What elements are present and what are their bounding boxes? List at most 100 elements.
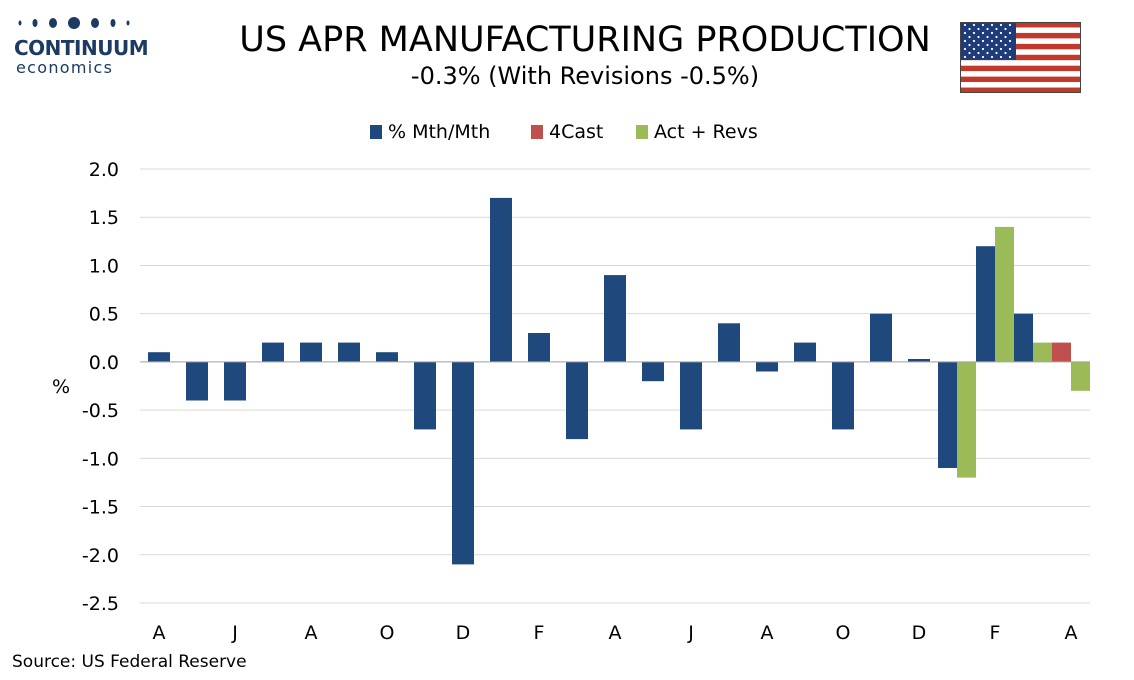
- flag-star: [977, 51, 980, 55]
- y-tick-label: -1.0: [82, 448, 119, 470]
- y-tick-label: 1.0: [89, 255, 119, 277]
- bar-mth: [300, 342, 322, 362]
- flag-star: [990, 55, 994, 59]
- flag-star: [1004, 35, 1007, 39]
- x-tick-label: J: [687, 622, 694, 644]
- bar-mth: [566, 361, 588, 440]
- bar-mth: [1014, 313, 1033, 362]
- bar-mth: [376, 352, 398, 362]
- flag-star: [1008, 47, 1012, 51]
- x-tick-label: A: [305, 622, 318, 644]
- legend-swatch: [531, 125, 543, 139]
- logo-wordmark: CONTINUUM: [14, 36, 149, 60]
- flag-stripe: [960, 49, 1081, 55]
- flag-star: [1004, 51, 1007, 55]
- flag-stripe: [960, 43, 1081, 50]
- flag-stripe: [960, 65, 1081, 72]
- flag-stripe: [960, 76, 1081, 83]
- flag-star: [968, 51, 971, 55]
- logo-subtitle: economics: [16, 58, 114, 77]
- flag-star: [963, 31, 967, 35]
- flag-star: [990, 23, 994, 27]
- x-tick-label: A: [1065, 622, 1078, 644]
- flag-star: [977, 27, 980, 31]
- bar-mth: [148, 352, 170, 362]
- flag-stripe: [960, 54, 1081, 61]
- flag-star: [972, 39, 976, 43]
- flag-star: [995, 27, 998, 31]
- flag-star: [1004, 43, 1007, 47]
- flag-stripe: [960, 32, 1081, 39]
- bar-4cast: [1052, 342, 1071, 362]
- flag-star: [995, 35, 998, 39]
- y-axis-ticks: 2.0 1.5 1.0 0.5 0.0 -0.5 -1.0 -1.5 -2.0 -2.5: [82, 159, 119, 615]
- flag-star: [999, 23, 1003, 27]
- source-note: Source: US Federal Reserve: [12, 652, 247, 672]
- flag-star: [963, 39, 967, 43]
- y-tick-label: 0.0: [89, 352, 119, 374]
- y-axis-label: %: [52, 376, 70, 398]
- bar-mth: [452, 361, 474, 565]
- x-tick-label: F: [990, 622, 1001, 644]
- flag-star: [1008, 55, 1012, 59]
- bar-mth: [718, 323, 740, 362]
- flag-star: [999, 55, 1003, 59]
- y-tick-label: -0.5: [82, 400, 119, 422]
- legend: % Mth/Mth 4Cast Act + Revs: [370, 121, 758, 143]
- bar-mth: [976, 246, 995, 362]
- flag-stripe: [960, 60, 1081, 66]
- flag-star: [986, 27, 989, 31]
- y-tick-label: 1.5: [89, 207, 119, 229]
- bar-mth: [186, 361, 208, 401]
- flag-star: [972, 55, 976, 59]
- flag-stripe: [960, 38, 1081, 45]
- flag-star: [999, 47, 1003, 51]
- flag-star: [968, 43, 971, 47]
- flag-star: [995, 43, 998, 47]
- flag-star: [1004, 27, 1007, 31]
- y-tick-label: -1.5: [82, 497, 119, 519]
- bar-mth: [490, 197, 512, 362]
- bar-mth: [604, 275, 626, 362]
- flag-star: [981, 23, 985, 27]
- flag-star: [981, 31, 985, 35]
- flag-stripe: [960, 22, 1081, 28]
- bar-mth: [338, 342, 360, 362]
- y-tick-label: -2.0: [82, 545, 119, 567]
- legend-label: % Mth/Mth: [388, 121, 490, 143]
- x-tick-label: A: [761, 622, 774, 644]
- bar-mth: [756, 361, 778, 372]
- us-flag-icon: [960, 22, 1081, 93]
- bar-act-revs: [1033, 342, 1052, 362]
- flag-star: [963, 47, 967, 51]
- flag-star: [1008, 39, 1012, 43]
- flag-star: [963, 23, 967, 27]
- bar-mth: [262, 342, 284, 362]
- x-tick-label: D: [912, 622, 927, 644]
- bar-mth: [794, 342, 816, 362]
- bar-act-revs: [957, 361, 976, 478]
- flag-star: [990, 47, 994, 51]
- continuum-logo: CONTINUUM economics: [14, 14, 149, 77]
- x-tick-label: A: [153, 622, 166, 644]
- flag-star: [968, 27, 971, 31]
- logo-dots-icon: [18, 17, 130, 29]
- bar-mth: [528, 333, 550, 362]
- bars: [148, 197, 1090, 565]
- bar-mth: [680, 361, 702, 430]
- bar-mth: [642, 361, 664, 382]
- y-tick-label: 2.0: [89, 159, 119, 181]
- bar-mth: [908, 359, 930, 362]
- flag-star: [986, 43, 989, 47]
- flag-star: [995, 51, 998, 55]
- flag-star: [990, 39, 994, 43]
- bar-chart: % Mth/Mth 4Cast Act + Revs 2.0 1.5 1.0 0.5 0.0…: [52, 121, 1090, 644]
- flag-star: [1008, 31, 1012, 35]
- bar-mth: [832, 361, 854, 430]
- flag-star: [972, 47, 976, 51]
- flag-star: [977, 35, 980, 39]
- bar-mth: [224, 361, 246, 401]
- bar-mth: [414, 361, 436, 430]
- x-tick-label: D: [456, 622, 471, 644]
